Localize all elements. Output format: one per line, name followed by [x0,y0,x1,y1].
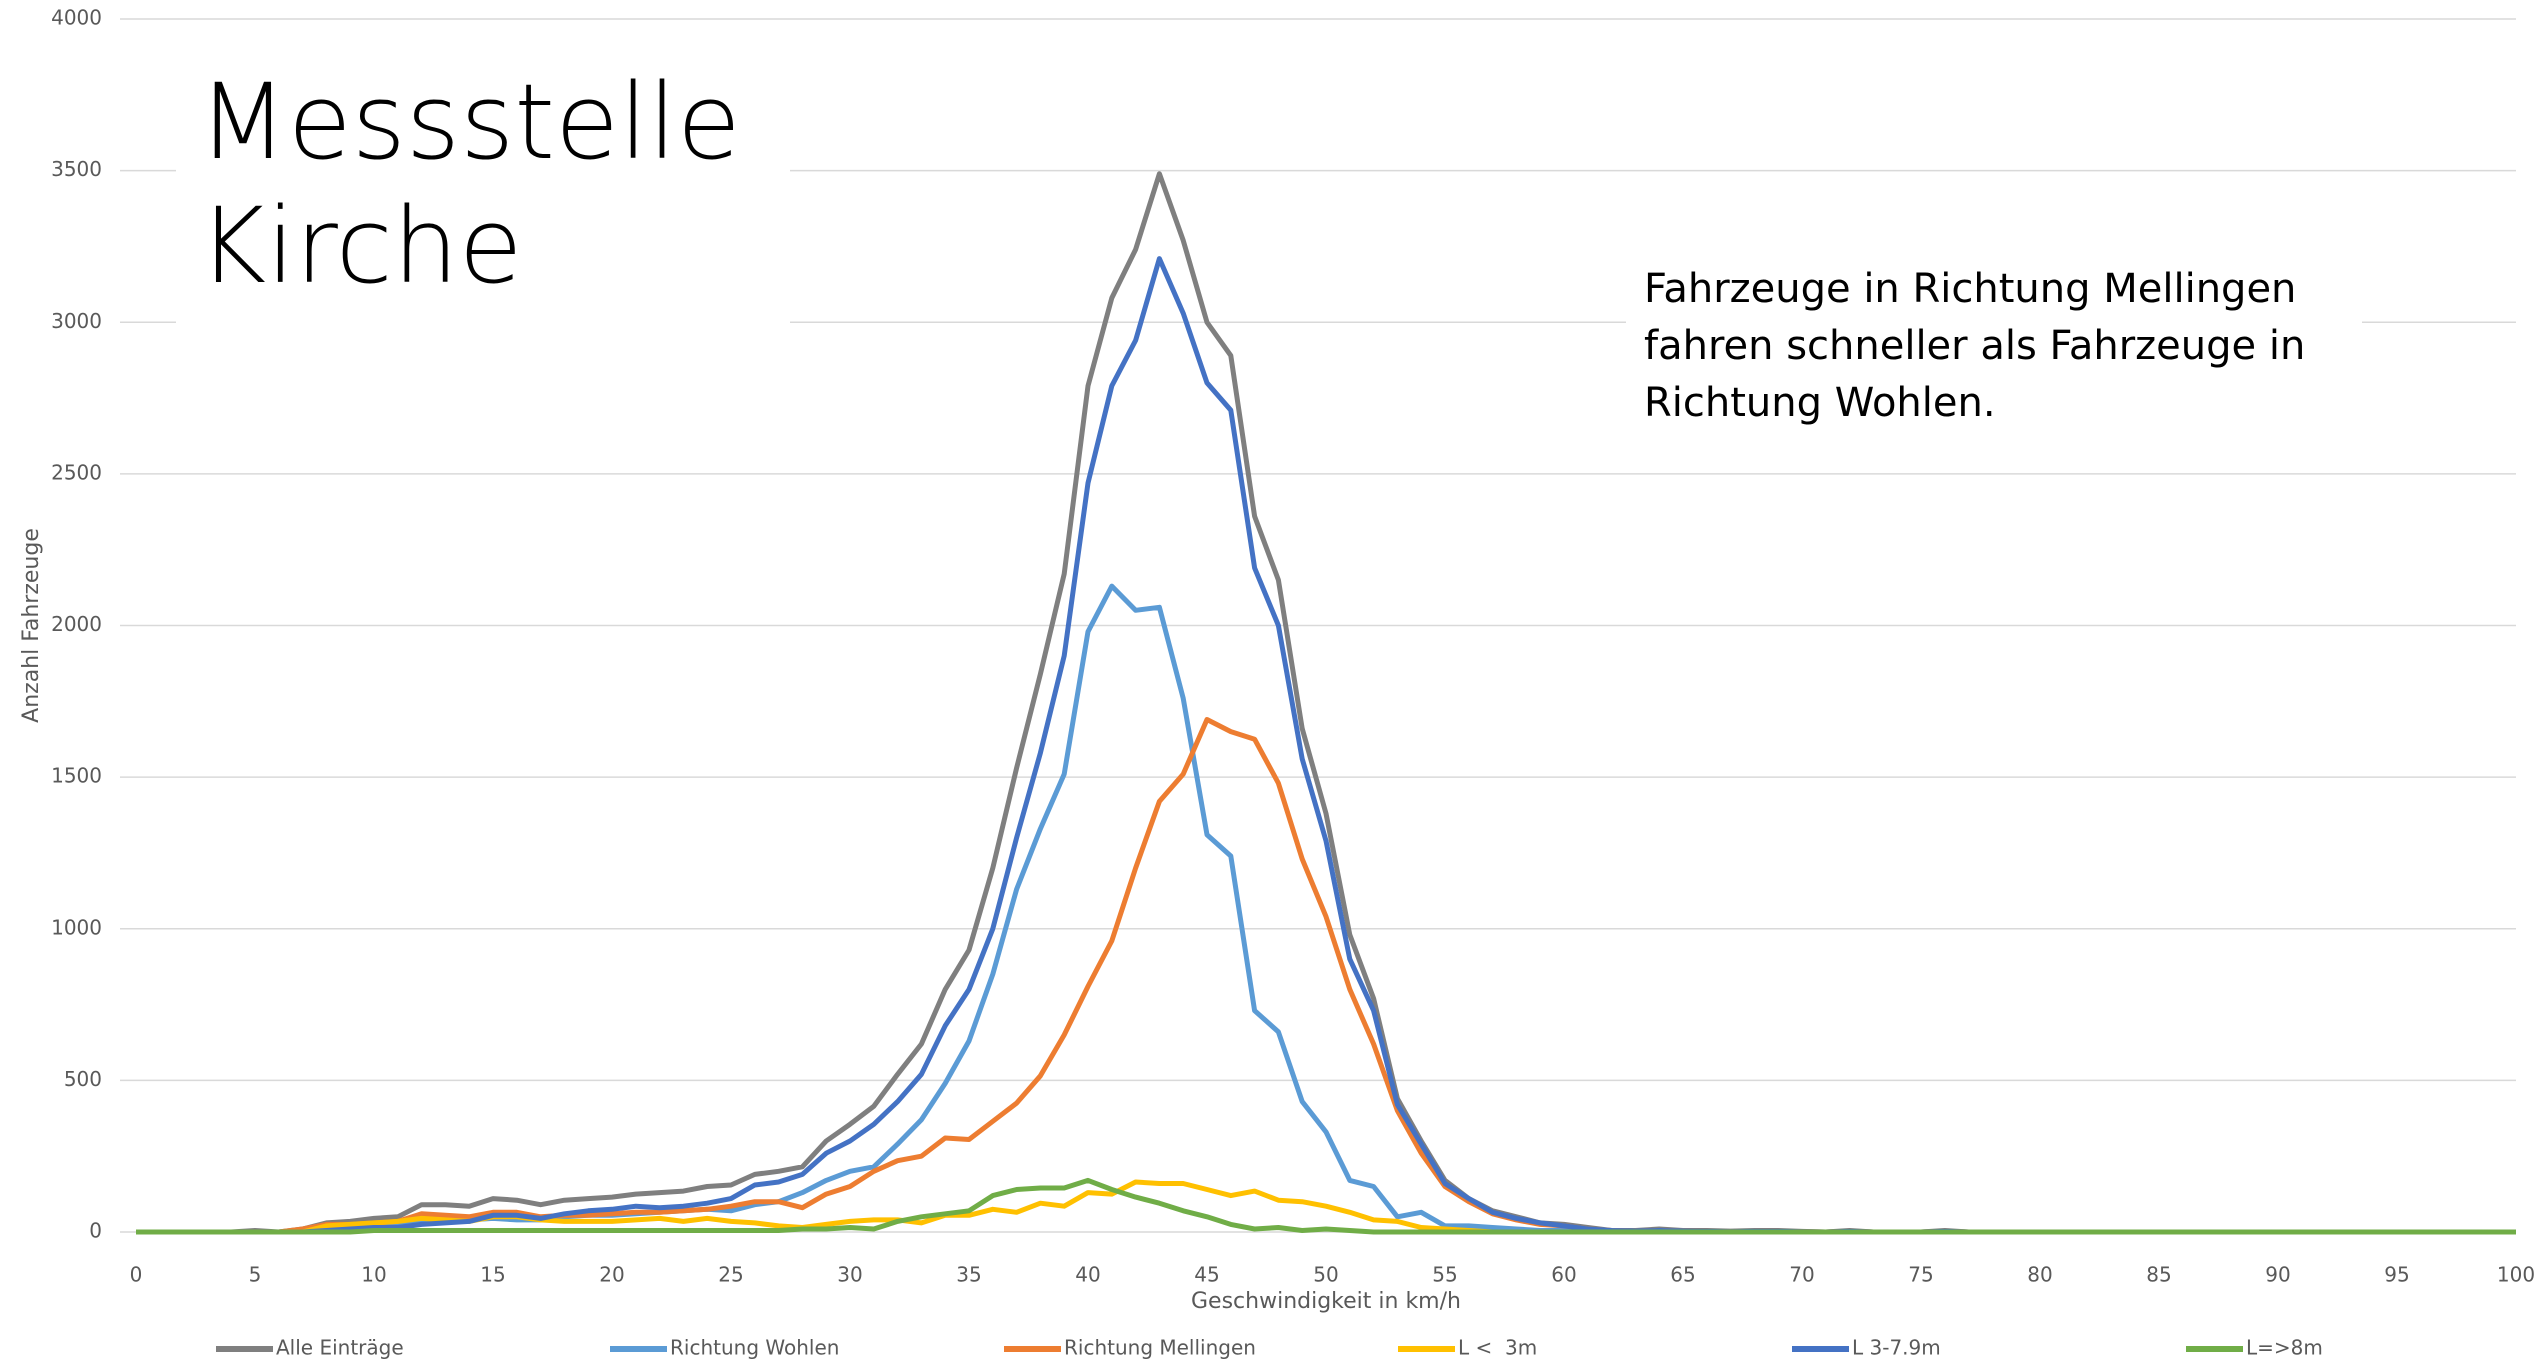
x-tick-label: 90 [2265,1263,2290,1287]
y-tick-label: 1500 [51,764,102,788]
x-tick-label: 35 [956,1263,981,1287]
x-tick-label: 95 [2384,1263,2409,1287]
y-tick-label: 1000 [51,915,102,939]
x-tick-label: 70 [1789,1263,1814,1287]
legend-label: Richtung Wohlen [670,1336,839,1360]
y-axis-label: Anzahl Fahrzeuge [19,528,44,723]
x-tick-label: 25 [718,1263,743,1287]
x-axis-label: Geschwindigkeit in km/h [1191,1289,1461,1314]
annotation: Fahrzeuge in Richtung Mellingen fahren s… [1626,255,2362,438]
legend-label: L=>8m [2246,1336,2323,1360]
series-line [136,583,2516,1235]
legend-label: Richtung Mellingen [1064,1336,1256,1360]
x-tick-label: 5 [249,1263,262,1287]
y-tick-label: 3500 [51,157,102,181]
y-tick-label: 3000 [51,309,102,333]
y-tick-label: 500 [64,1067,102,1091]
x-tick-label: 10 [361,1263,386,1287]
series-line [136,717,2516,1235]
x-tick-label: 65 [1670,1263,1695,1287]
y-tick-label: 0 [89,1219,102,1243]
series-line [136,1179,2516,1235]
chart-title: Messstelle Kirche [176,40,790,328]
x-tick-label: 40 [1075,1263,1100,1287]
legend-label: Alle Einträge [276,1336,404,1360]
x-tick-label: 0 [130,1263,143,1287]
x-tick-label: 80 [2027,1263,2052,1287]
x-tick-label: 15 [480,1263,505,1287]
legend-label: L < 3m [1458,1336,1537,1360]
x-tick-label: 45 [1194,1263,1219,1287]
series-line [136,1177,2516,1235]
y-tick-label: 2000 [51,612,102,636]
x-tick-label: 20 [599,1263,624,1287]
legend-label: L 3-7.9m [1852,1336,1941,1360]
x-tick-label: 55 [1432,1263,1457,1287]
y-tick-label: 4000 [51,6,102,30]
x-tick-label: 60 [1551,1263,1576,1287]
x-tick-label: 75 [1908,1263,1933,1287]
x-tick-label: 50 [1313,1263,1338,1287]
y-tick-label: 2500 [51,460,102,484]
x-tick-label: 30 [837,1263,862,1287]
x-tick-label: 85 [2146,1263,2171,1287]
x-tick-label: 100 [2497,1263,2535,1287]
